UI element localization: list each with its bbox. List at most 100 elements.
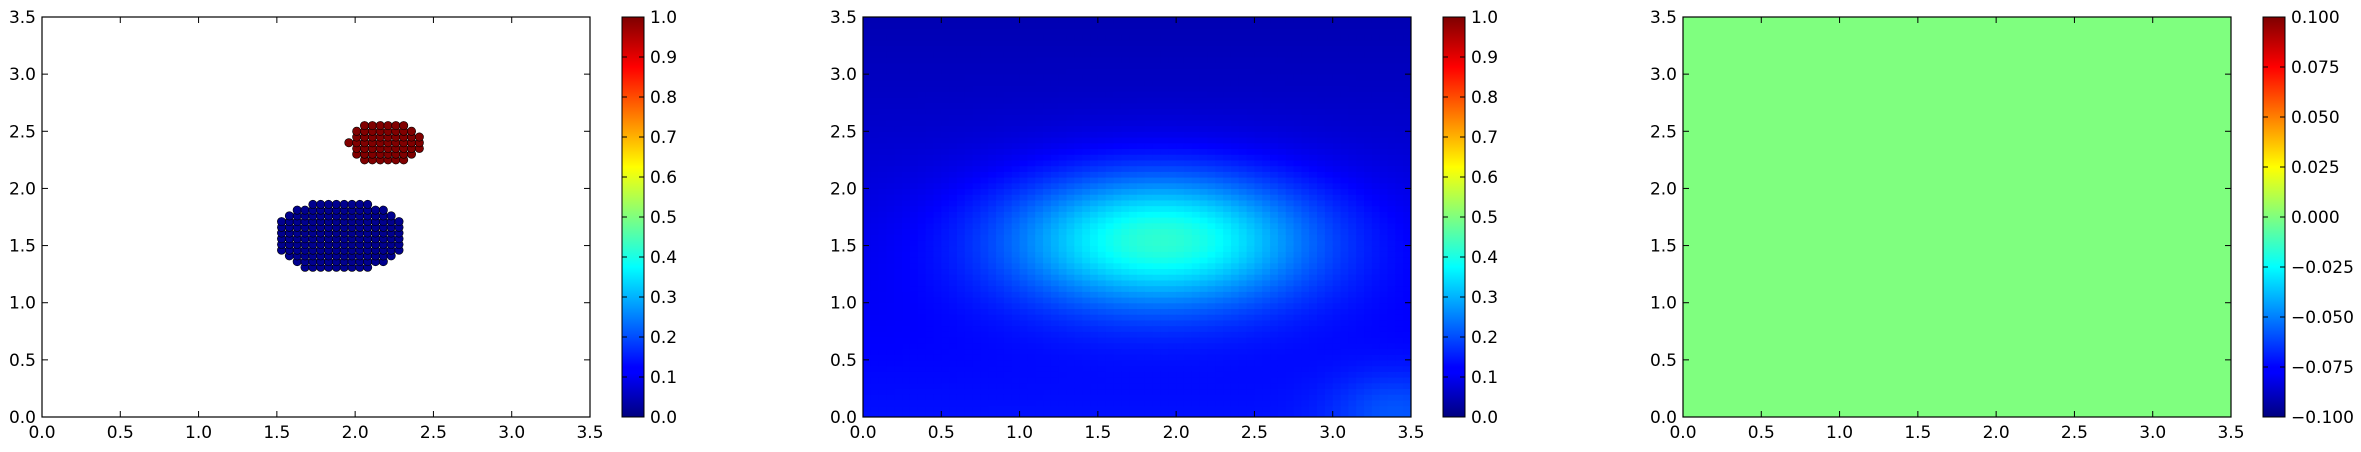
heatmap-cell — [1090, 131, 1099, 138]
heatmap-cell — [1371, 239, 1381, 247]
heatmap-cell — [1027, 279, 1036, 287]
heatmap-cell — [1215, 234, 1224, 241]
heatmap-cell — [1324, 222, 1334, 230]
heatmap-cell — [1293, 28, 1302, 35]
heatmap-cell — [941, 348, 950, 355]
heatmap-cell — [949, 131, 958, 138]
heatmap-cell — [1215, 74, 1224, 81]
heatmap-cell — [1301, 251, 1310, 258]
heatmap-cell — [1191, 159, 1201, 167]
heatmap-cell — [1317, 39, 1326, 47]
heatmap-cell — [1309, 302, 1318, 310]
heatmap-cell — [1356, 365, 1365, 372]
heatmap-cell — [1035, 257, 1044, 264]
heatmap-cell — [1215, 211, 1224, 218]
heatmap-cell — [1082, 159, 1091, 167]
heatmap-cell — [1183, 34, 1193, 41]
heatmap-cell — [894, 337, 903, 344]
heatmap-cell — [1090, 325, 1099, 332]
heatmap-cell — [1176, 108, 1185, 115]
heatmap-cell — [1317, 148, 1326, 155]
heatmap-cell — [1223, 297, 1232, 304]
heatmap-cell — [1043, 325, 1052, 332]
heatmap-cell — [1270, 411, 1279, 417]
heatmap-cell — [1254, 34, 1263, 41]
heatmap-cell — [1035, 297, 1044, 304]
left-panel: 0.0 0.5 1.0 1.5 2.0 2.5 3.0 3.50.00.51.01.52.02… — [9, 8, 677, 443]
heatmap-cell — [1324, 199, 1334, 207]
heatmap-cell — [1082, 142, 1091, 150]
heatmap-cell — [1129, 171, 1138, 178]
heatmap-cell — [1168, 279, 1177, 287]
heatmap-cell — [972, 348, 982, 355]
heatmap-cell — [1144, 342, 1154, 350]
heatmap-cell — [1324, 394, 1334, 401]
heatmap-cell — [1356, 274, 1365, 281]
heatmap-cell — [878, 388, 888, 395]
heatmap-cell — [909, 131, 919, 138]
heatmap-cell — [1238, 399, 1248, 407]
heatmap-cell — [1207, 68, 1216, 75]
heatmap-cell — [1019, 411, 1028, 417]
heatmap-cell — [1003, 371, 1013, 378]
heatmap-cell — [1285, 154, 1295, 161]
heatmap-cell — [996, 211, 1005, 218]
heatmap-cell — [1074, 22, 1083, 30]
scatter-point — [391, 121, 401, 131]
heatmap-cell — [1097, 45, 1107, 52]
heatmap-cell — [863, 394, 872, 401]
heatmap-cell — [1050, 308, 1060, 315]
heatmap-cell — [1270, 68, 1279, 75]
heatmap-cell — [941, 131, 950, 138]
heatmap-cell — [1082, 154, 1091, 161]
heatmap-cell — [1199, 28, 1209, 35]
heatmap-cell — [870, 279, 880, 287]
heatmap-cell — [956, 239, 966, 247]
heatmap-cell — [1356, 171, 1365, 178]
heatmap-cell — [1230, 97, 1240, 104]
heatmap-cell — [1050, 97, 1060, 104]
heatmap-cell — [1238, 17, 1248, 24]
heatmap-cell — [996, 359, 1005, 367]
heatmap-cell — [878, 57, 888, 64]
heatmap-cell — [1379, 154, 1389, 161]
heatmap-cell — [1356, 388, 1365, 395]
heatmap-cell — [1348, 125, 1357, 132]
heatmap-cell — [1058, 314, 1068, 321]
heatmap-cell — [933, 22, 942, 30]
heatmap-cell — [996, 34, 1005, 41]
heatmap-cell — [1183, 331, 1193, 338]
heatmap-cell — [964, 114, 974, 121]
heatmap-cell — [1003, 194, 1013, 201]
heatmap-cell — [1043, 74, 1052, 81]
heatmap-cell — [1011, 359, 1021, 367]
heatmap-cell — [988, 165, 997, 172]
heatmap-cell — [917, 222, 927, 230]
heatmap-cell — [996, 17, 1005, 24]
heatmap-cell — [1121, 285, 1130, 292]
heatmap-cell — [949, 274, 958, 281]
heatmap-cell — [1340, 51, 1349, 58]
heatmap-cell — [933, 205, 942, 212]
heatmap-cell — [996, 337, 1005, 344]
heatmap-cell — [1199, 285, 1209, 292]
heatmap-cell — [1309, 337, 1318, 344]
heatmap-cell — [1074, 68, 1083, 75]
heatmap-cell — [1191, 411, 1201, 417]
heatmap-cell — [878, 342, 888, 350]
heatmap-cell — [1003, 74, 1013, 81]
heatmap-cell — [1121, 28, 1130, 35]
heatmap-cell — [1160, 68, 1169, 75]
heatmap-cell — [1270, 85, 1279, 92]
heatmap-cell — [1113, 251, 1122, 258]
heatmap-cell — [1121, 342, 1130, 350]
heatmap-cell — [870, 114, 880, 121]
heatmap-cell — [894, 22, 903, 30]
heatmap-cell — [1262, 251, 1271, 258]
heatmap-cell — [1356, 234, 1365, 241]
heatmap-cell — [1144, 182, 1154, 190]
heatmap-cell — [1254, 371, 1263, 378]
heatmap-cell — [1043, 177, 1052, 184]
heatmap-cell — [1176, 188, 1185, 195]
heatmap-cell — [1223, 39, 1232, 47]
